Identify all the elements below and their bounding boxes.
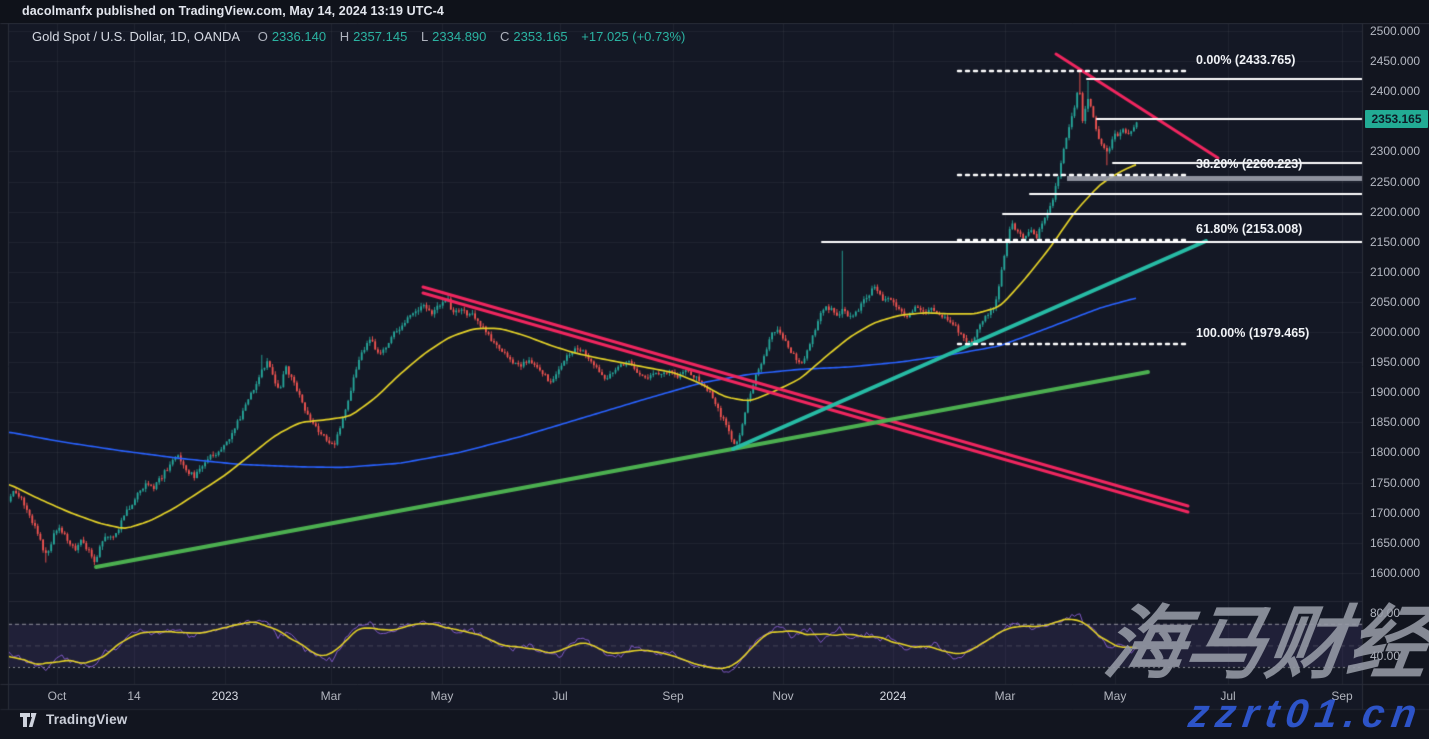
open-key: O <box>257 29 268 44</box>
time-tick-label: Jul <box>1220 689 1236 703</box>
time-tick-label: May <box>430 689 454 703</box>
tradingview-footer[interactable]: TradingView <box>20 712 127 727</box>
price-tick-label: 1700.000 <box>1370 505 1421 520</box>
time-tick-label: 2024 <box>879 689 907 703</box>
rsi-tick-label: 40.00 <box>1370 649 1401 664</box>
price-tick-label: 1650.000 <box>1370 535 1421 550</box>
high-value: 2357.145 <box>353 29 408 44</box>
time-tick-label: Jul <box>552 689 568 703</box>
publish-bar <box>0 0 1429 23</box>
time-tick-label: May <box>1103 689 1127 703</box>
price-tick-label: 2100.000 <box>1370 264 1421 279</box>
price-tick-label: 2050.000 <box>1370 294 1421 309</box>
price-tick-label: 2250.000 <box>1370 174 1421 189</box>
time-tick-label: Nov <box>772 689 794 703</box>
price-tick-label: 2450.000 <box>1370 54 1421 69</box>
tradingview-brand-text: TradingView <box>46 712 128 727</box>
tradingview-logo-icon <box>20 712 37 727</box>
price-tick-label: 1600.000 <box>1370 565 1421 580</box>
watermark-chinese: 海马财经 <box>1098 599 1429 688</box>
price-tick-label: 1950.000 <box>1370 355 1421 370</box>
current-price-label: 2353.165 <box>1365 110 1428 128</box>
fib-level-label: 0.00% (2433.765) <box>1196 52 1296 67</box>
low-value: 2334.890 <box>432 29 487 44</box>
price-tick-label: 2150.000 <box>1370 234 1421 249</box>
open-value: 2336.140 <box>271 29 327 44</box>
price-tick-label: 1800.000 <box>1370 445 1421 460</box>
time-tick-label: 14 <box>127 689 141 703</box>
symbol-header[interactable]: Gold Spot / U.S. Dollar, 1D, OANDA O 2336… <box>32 29 689 44</box>
time-tick-label: Sep <box>1331 689 1353 703</box>
price-tick-label: 2000.000 <box>1370 325 1421 339</box>
fib-level-label: 61.80% (2153.008) <box>1196 221 1303 236</box>
close-value: 2353.165 <box>513 29 568 44</box>
price-tick-label: 2400.000 <box>1370 84 1421 99</box>
price-tick-label: 2200.000 <box>1370 204 1421 219</box>
price-tick-label: 2500.000 <box>1370 24 1421 38</box>
low-key: L <box>420 29 429 44</box>
price-tick-label: 1900.000 <box>1370 385 1421 400</box>
price-tick-label: 1850.000 <box>1370 415 1421 430</box>
close-key: C <box>500 29 510 44</box>
time-tick-label: Oct <box>47 689 67 703</box>
publish-text: dacolmanfx published on TradingView.com,… <box>22 4 444 18</box>
rsi-tick-label: 80.00 <box>1370 606 1401 620</box>
watermark-site: zzrt01.cn <box>1185 692 1427 736</box>
price-tick-label: 1750.000 <box>1370 475 1421 490</box>
time-tick-label: Sep <box>662 689 684 703</box>
time-tick-label: 2023 <box>211 689 239 703</box>
fib-level-label: 100.00% (1979.465) <box>1196 326 1310 341</box>
time-tick-label: Mar <box>320 689 342 703</box>
time-tick-label: Mar <box>994 689 1016 703</box>
change-value: +17.025 (+0.73%) <box>581 29 686 44</box>
price-tick-label: 2300.000 <box>1370 144 1421 159</box>
fib-level-label: 38.20% (2260.223) <box>1196 157 1303 172</box>
symbol-title: Gold Spot / U.S. Dollar, 1D, OANDA <box>32 29 241 44</box>
high-key: H <box>339 29 350 44</box>
